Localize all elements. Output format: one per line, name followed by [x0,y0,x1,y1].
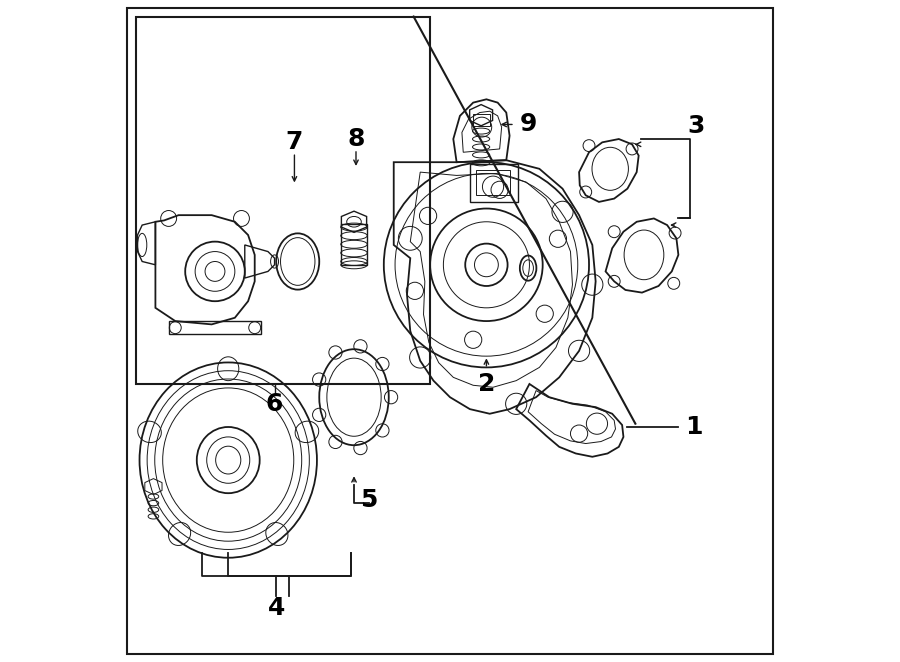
Text: 1: 1 [685,415,702,439]
Text: 3: 3 [688,114,705,138]
Text: 6: 6 [266,392,284,416]
Bar [136,17,430,384]
Text: 9: 9 [519,113,536,136]
Bar [470,164,518,202]
Text: 4: 4 [267,596,285,620]
Text: 7: 7 [285,130,303,154]
Text: 5: 5 [361,488,378,512]
Text: 8: 8 [347,127,365,151]
Text: 2: 2 [478,372,495,396]
Bar [476,170,509,195]
